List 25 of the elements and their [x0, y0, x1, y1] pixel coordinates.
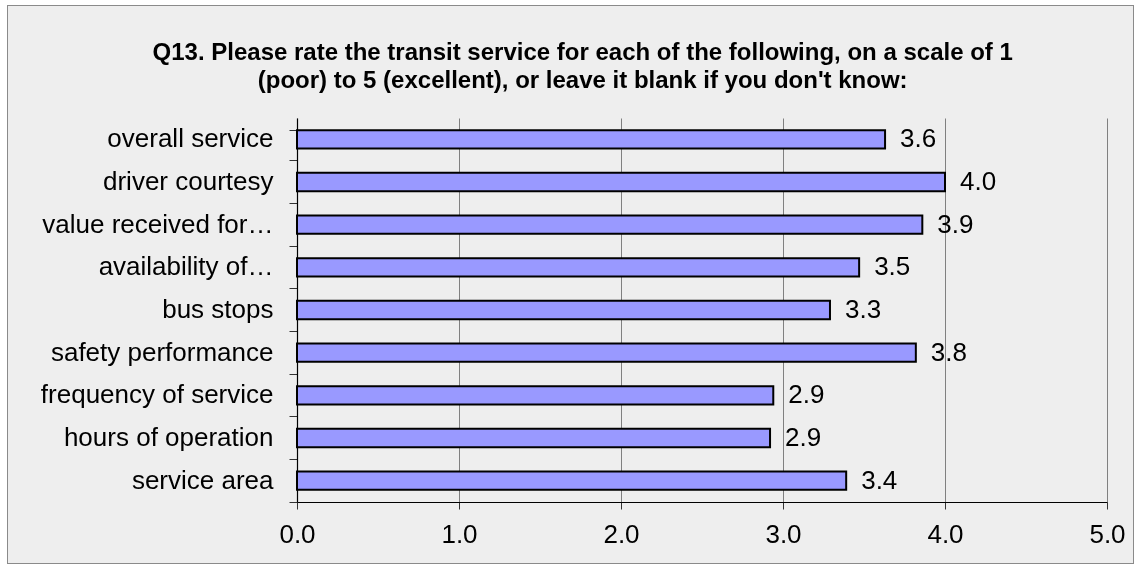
y-tick-label: safety performance: [50, 336, 274, 367]
y-tick-label: bus stops: [162, 294, 274, 324]
y-tick-label: service area: [131, 464, 275, 495]
x-tick-label: 4.0: [927, 518, 964, 549]
data-label: 2.9: [788, 379, 825, 410]
data-label: 3.5: [874, 251, 911, 282]
data-label: 4.0: [960, 166, 997, 196]
data-label: 2.9: [785, 422, 822, 452]
data-label: 3.6: [900, 123, 937, 154]
x-tick-label: 3.0: [765, 518, 802, 549]
y-tick-label: overall service: [107, 123, 274, 154]
x-tick-label: 0.0: [279, 518, 316, 549]
chart-title: Q13. Please rate the transit service for each of the following, on a scale of 1 (poor) to 5 (excellent), or leave it blank if you don't know:: [152, 38, 1013, 93]
y-tick-label: hours of operation: [63, 422, 274, 452]
x-tick-label: 2.0: [603, 518, 640, 549]
data-label: 3.8: [930, 336, 967, 367]
y-tick-label: driver courtesy: [103, 166, 274, 196]
y-tick-label: availability of…: [98, 251, 274, 282]
data-label: 3.3: [844, 294, 882, 324]
x-tick-label: 1.0: [441, 518, 478, 549]
data-label: 3.9: [937, 208, 974, 239]
y-tick-label: frequency of service: [40, 379, 274, 410]
x-tick-label: 5.0: [1089, 518, 1126, 549]
y-tick-label: value received for…: [42, 208, 274, 239]
data-label: 3.4: [861, 464, 898, 495]
